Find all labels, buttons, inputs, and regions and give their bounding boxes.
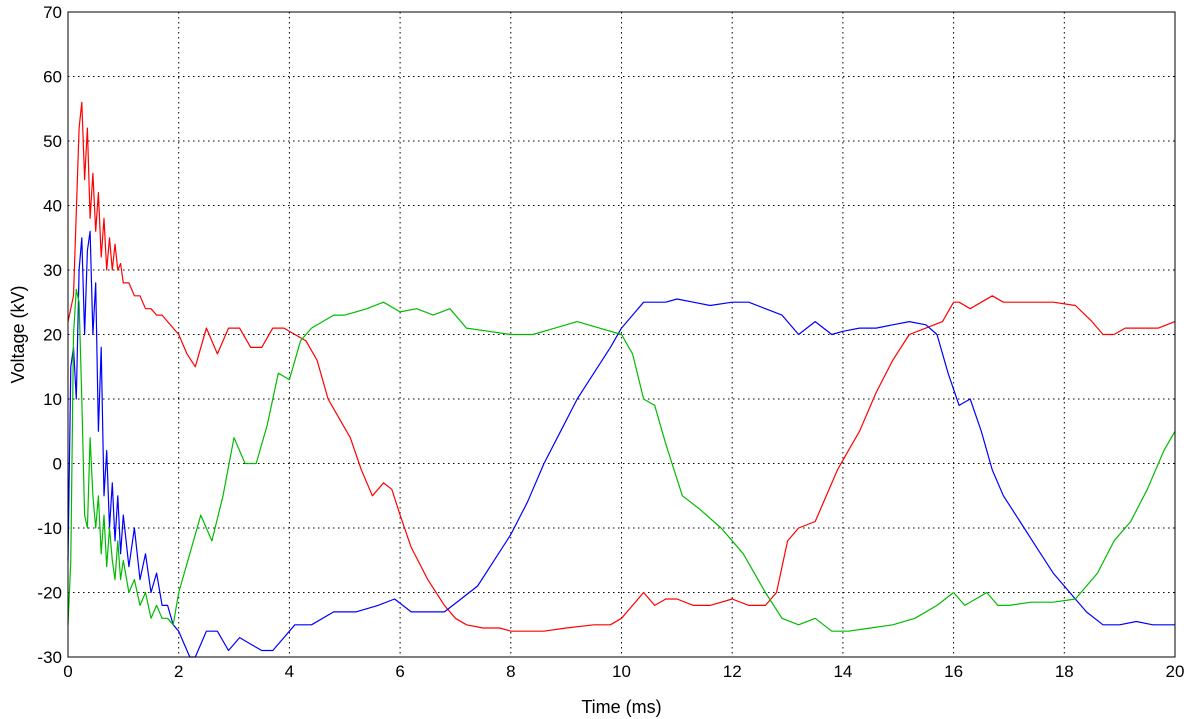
y-tick-label: 70 [43, 3, 62, 22]
y-tick-label: 30 [43, 261, 62, 280]
x-tick-label: 6 [395, 662, 404, 681]
tick-labels: 0 2 4 6 8 10 12 14 16 18 20 -30 -20 -10 0 10 20 30 40 50 60 7… [37, 3, 1184, 681]
x-tick-label: 14 [833, 662, 852, 681]
x-tick-label: 4 [285, 662, 294, 681]
y-tick-label: -10 [37, 519, 62, 538]
x-axis-label: Time (ms) [581, 697, 661, 717]
y-tick-label: 50 [43, 132, 62, 151]
y-tick-label: -30 [37, 648, 62, 667]
x-tick-label: 16 [944, 662, 963, 681]
series-line-1 [67, 101, 1176, 632]
series-lines [67, 101, 1176, 658]
series-line-2 [67, 230, 1175, 658]
plot-frame [67, 11, 1176, 658]
y-tick-label: 40 [43, 197, 62, 216]
x-tick-label: 0 [63, 662, 72, 681]
y-tick-label: -20 [37, 584, 62, 603]
x-tick-label: 12 [723, 662, 742, 681]
series-line-3 [67, 288, 1176, 632]
y-tick-label: 20 [43, 326, 62, 345]
y-tick-label: 0 [53, 455, 62, 474]
x-tick-label: 18 [1055, 662, 1074, 681]
y-axis-label: Voltage (kV) [8, 285, 28, 383]
x-tick-label: 8 [506, 662, 515, 681]
y-tick-label: 10 [43, 390, 62, 409]
y-tick-label: 60 [43, 68, 62, 87]
x-tick-label: 20 [1166, 662, 1185, 681]
x-tick-label: 2 [174, 662, 183, 681]
x-tick-label: 10 [612, 662, 631, 681]
